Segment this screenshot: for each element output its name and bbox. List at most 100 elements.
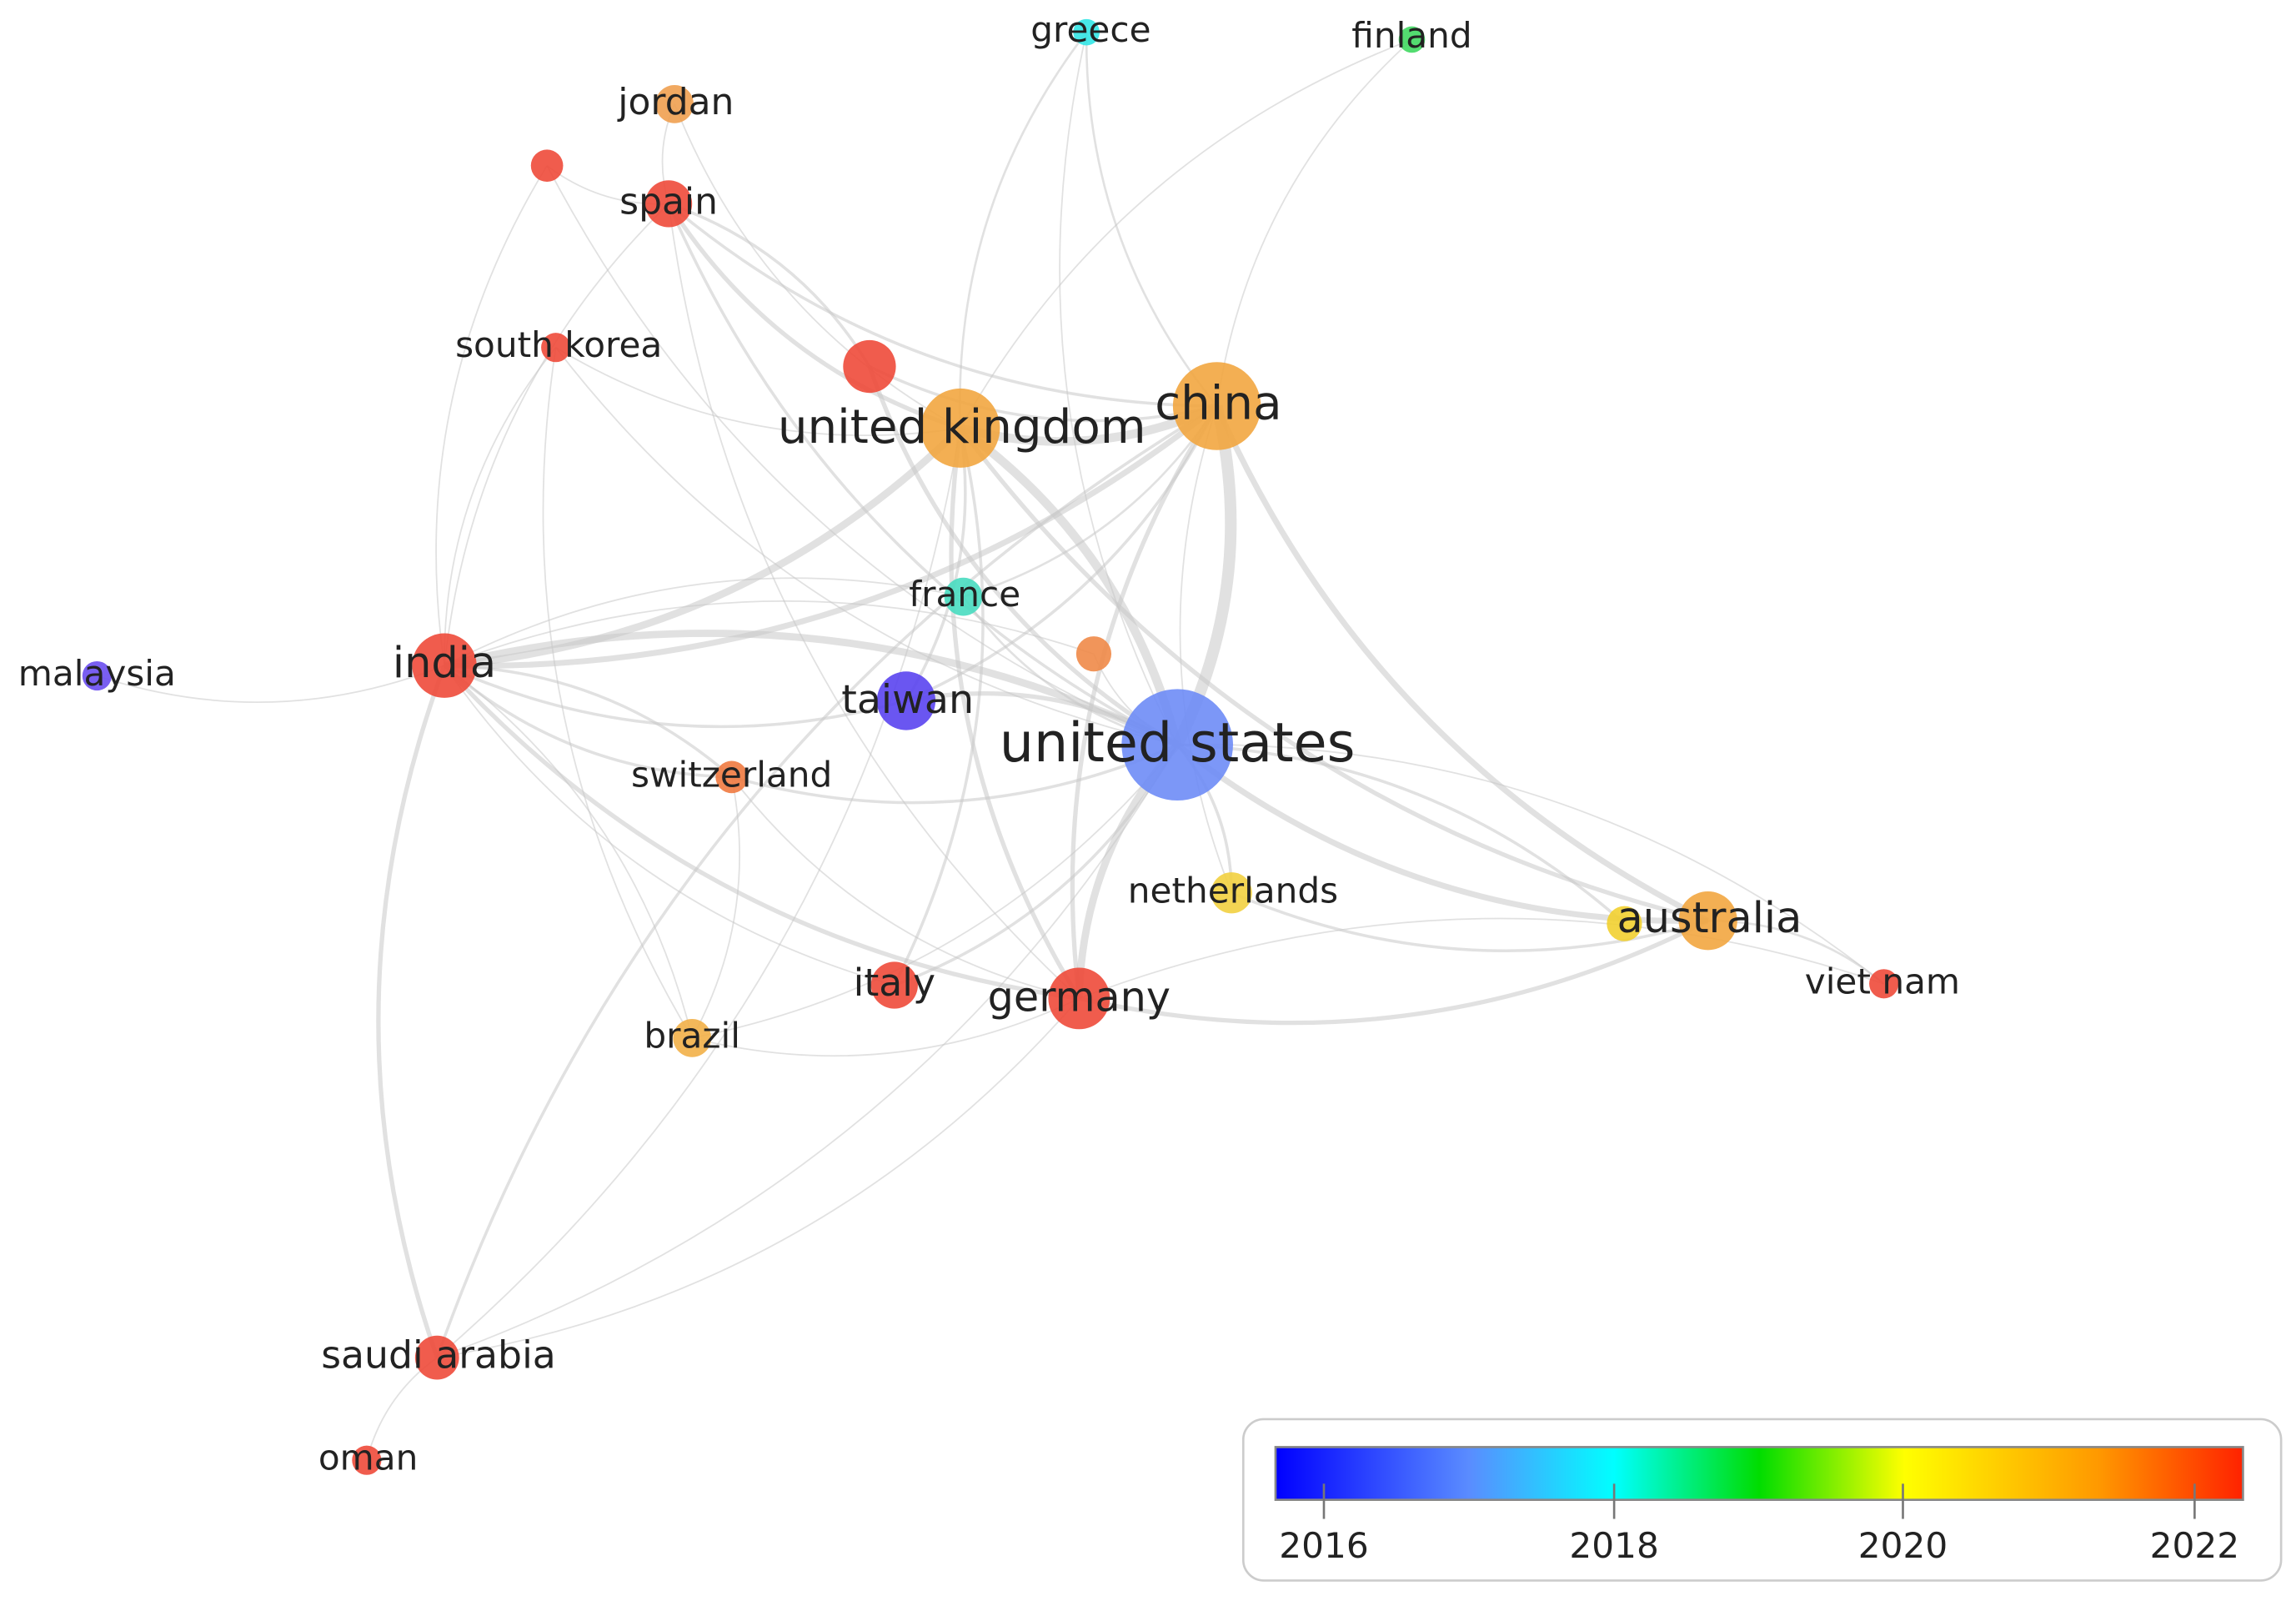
node-label: germany [988,973,1171,1021]
colorbar-tick-label: 2018 [1569,1525,1658,1566]
node [715,760,748,794]
node [1172,362,1261,450]
node [1211,872,1252,914]
edge [444,425,964,670]
node [1869,969,1899,999]
edge [444,577,964,667]
node [412,633,477,698]
node [82,660,112,691]
edges [97,31,1885,1461]
edge [436,744,1178,1358]
node [1398,26,1426,53]
edge [1214,404,1710,924]
node [644,180,693,228]
node [673,1018,712,1057]
node [530,149,564,183]
node-label: netherlands [1128,870,1338,911]
edge [667,203,1178,746]
colorbar-tick-label: 2016 [1279,1525,1368,1566]
edge [444,665,694,1039]
edge [1216,38,1413,407]
node-label: spain [619,180,718,223]
edge [444,404,1219,670]
edge [542,347,693,1039]
node-label: viet nam [1805,961,1960,1001]
edge [443,664,1080,1001]
edge [1079,917,1884,1000]
nodes [82,18,1899,1475]
edge [97,665,445,703]
node [843,339,896,394]
edge [444,203,669,666]
node [920,388,1000,468]
node [352,1445,382,1475]
edge [444,347,557,666]
node [1121,689,1233,800]
colorbar-tick-label: 2020 [1858,1525,1948,1566]
labels: greece finland jordan spain south korea unite… [18,9,1960,1478]
edge [666,202,961,430]
edge [444,665,895,986]
edge [443,664,732,779]
node-label: france [909,574,1020,615]
node [870,961,918,1009]
edge [731,743,1178,805]
node-label: china [1155,377,1281,431]
edge [674,103,961,429]
edge [435,165,548,666]
edge [435,404,1218,1358]
edge [667,203,1217,408]
edge [691,776,740,1039]
colorbar-ticks: 2016 2018 2020 2022 [1279,1483,2239,1566]
edge [1078,918,1709,1026]
edge [444,664,907,729]
edge [668,202,871,368]
edge [444,664,733,779]
colorbar-gradient [1274,1446,2244,1501]
node-label: india [393,639,496,688]
edge [436,428,961,1358]
edge [437,997,1080,1358]
edge [1231,891,1709,952]
edge [546,165,1178,745]
edge [1177,743,1626,926]
colorbar-tick-label: 2022 [2150,1525,2239,1566]
node [414,1335,459,1380]
node-label: australia [1617,894,1802,943]
edge [959,31,1088,429]
edge [869,364,1218,423]
edge [444,600,1095,667]
node [655,84,694,123]
edge [963,405,1218,598]
edge [960,38,1412,429]
node-label: taiwan [841,677,974,723]
edge [949,428,1081,1000]
node [1075,636,1112,672]
node-label: oman [318,1438,419,1478]
node-label: italy [854,961,935,1005]
node-label: united states [1000,712,1356,775]
edge [668,203,1080,1000]
edge [867,365,1179,747]
node [541,333,571,363]
node-label: brazil [644,1015,740,1056]
node [1073,18,1100,46]
node [944,577,983,616]
node [1048,967,1110,1030]
edge [893,428,985,986]
node-label: finland [1351,15,1471,56]
node-label: saudi arabia [321,1333,556,1378]
edge [1059,32,1178,745]
edge [730,776,1080,1000]
node [1678,891,1737,951]
edge [1179,405,1233,894]
node-label: jordan [617,81,734,123]
edge [692,744,1178,1039]
edge [376,665,447,1358]
node-label: united kingdom [778,400,1146,454]
edge [555,346,961,436]
node-label: switzerland [631,754,832,795]
colorbar: 2016 2018 2020 2022 [1241,1418,2283,1582]
edge [1177,744,1885,985]
